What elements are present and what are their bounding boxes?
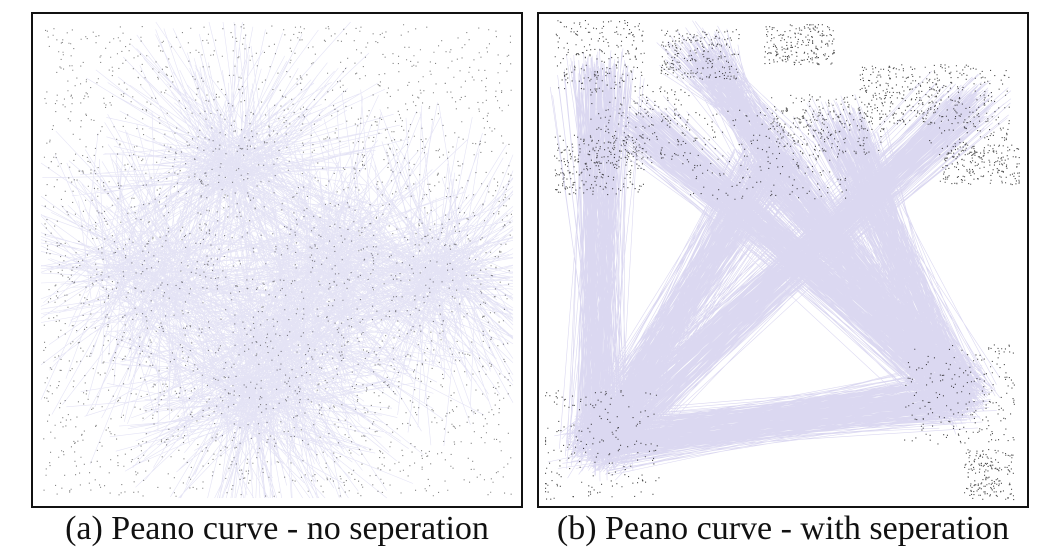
- edge-bundle: [547, 20, 1012, 482]
- caption-a: (a) Peano curve - no seperation: [65, 510, 489, 547]
- panel-a-graph: [31, 12, 523, 508]
- caption-b: (b) Peano curve - with seperation: [556, 510, 1010, 547]
- edge-bundle: [40, 21, 514, 499]
- panel-b-graph: [537, 12, 1029, 508]
- graph-visualization-b: [545, 20, 1020, 501]
- graph-visualization-a: [40, 21, 514, 499]
